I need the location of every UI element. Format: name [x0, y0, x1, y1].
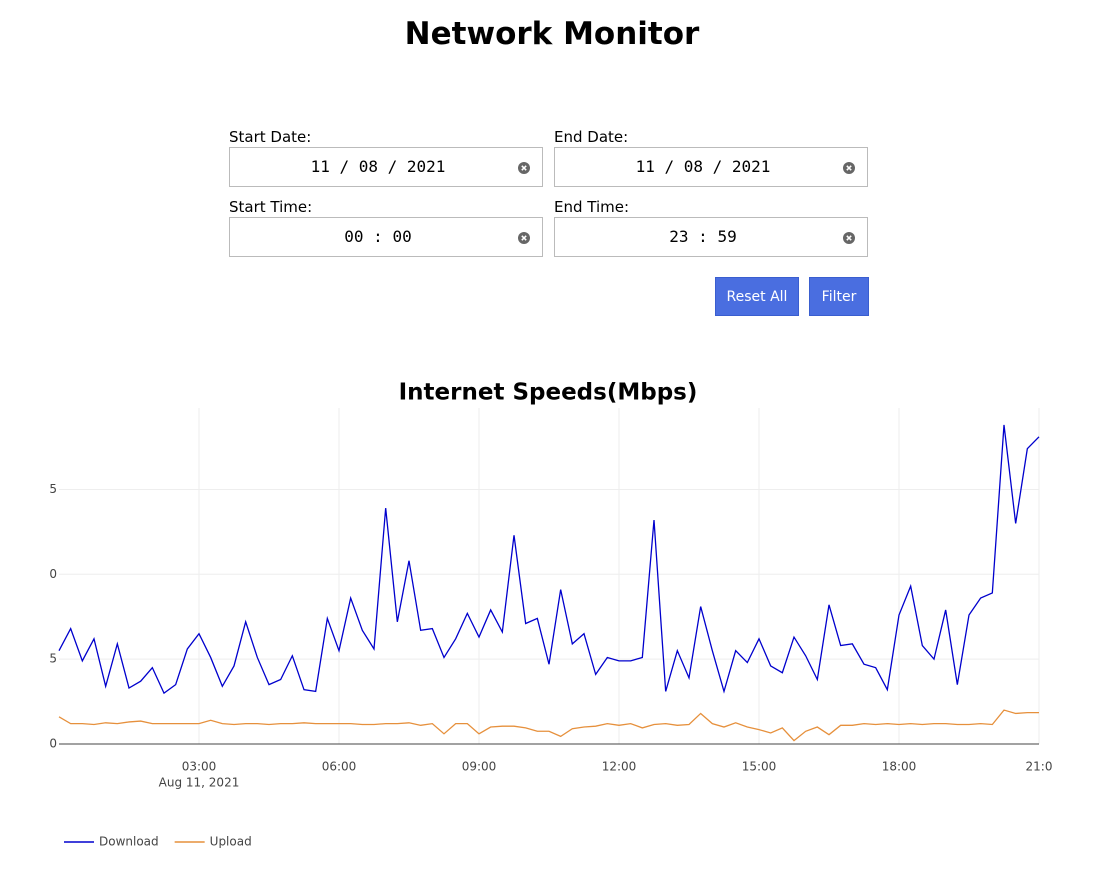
time-input[interactable]: 23 : 59	[554, 217, 868, 257]
x-tick-label: 12:00	[602, 760, 637, 774]
date-input[interactable]: 11 / 08 / 2021	[554, 147, 868, 187]
input-value: 23 : 59	[669, 227, 737, 246]
field-label: Start Date:	[229, 128, 312, 146]
legend-label: Upload	[210, 835, 252, 849]
clear-icon[interactable]	[843, 232, 855, 244]
y-tick-label: 5	[49, 482, 57, 496]
series-line	[58, 709, 1039, 742]
x-tick-label: 18:00	[882, 760, 917, 774]
field-label: Start Time:	[229, 198, 313, 216]
clear-icon[interactable]	[518, 162, 530, 174]
input-value: 00 : 00	[344, 227, 412, 246]
x-tick-label: 21:0	[1026, 760, 1053, 774]
field-label: End Time:	[554, 198, 630, 216]
field-label: End Date:	[554, 128, 629, 146]
x-tick-label: 06:00	[322, 760, 357, 774]
input-value: 11 / 08 / 2021	[635, 157, 771, 176]
y-tick-label: 0	[49, 567, 57, 581]
filter-button[interactable]: Filter	[809, 277, 869, 316]
reset-button[interactable]: Reset All	[715, 277, 799, 316]
y-tick-label: 0	[49, 737, 57, 751]
input-value: 11 / 08 / 2021	[310, 157, 446, 176]
chart: Internet Speeds(Mbps) 03:00 Aug 11, 2021 0…	[49, 380, 1053, 849]
chart-title: Internet Speeds(Mbps)	[399, 380, 698, 406]
start-date-field: Start Date: 11 / 08 / 2021	[229, 127, 543, 187]
legend-label: Download	[99, 835, 159, 849]
time-input[interactable]: 00 : 00	[229, 217, 543, 257]
clear-icon[interactable]	[843, 162, 855, 174]
x-tick-label: 09:00	[462, 760, 497, 774]
y-tick-label: 5	[49, 652, 57, 666]
end-date-field: End Date: 11 / 08 / 2021	[554, 127, 868, 187]
start-time-field: Start Time: 00 : 00	[229, 197, 543, 257]
series-line	[58, 424, 1040, 695]
x-tick-sublabel: Aug 11, 2021	[159, 776, 240, 790]
end-time-field: End Time: 23 : 59	[554, 197, 868, 257]
page-title: Network Monitor	[404, 16, 700, 52]
date-input[interactable]: 11 / 08 / 2021	[229, 147, 543, 187]
clear-icon[interactable]	[518, 232, 530, 244]
x-tick-label: 03:00	[182, 760, 217, 774]
x-tick-label: 15:00	[742, 760, 777, 774]
